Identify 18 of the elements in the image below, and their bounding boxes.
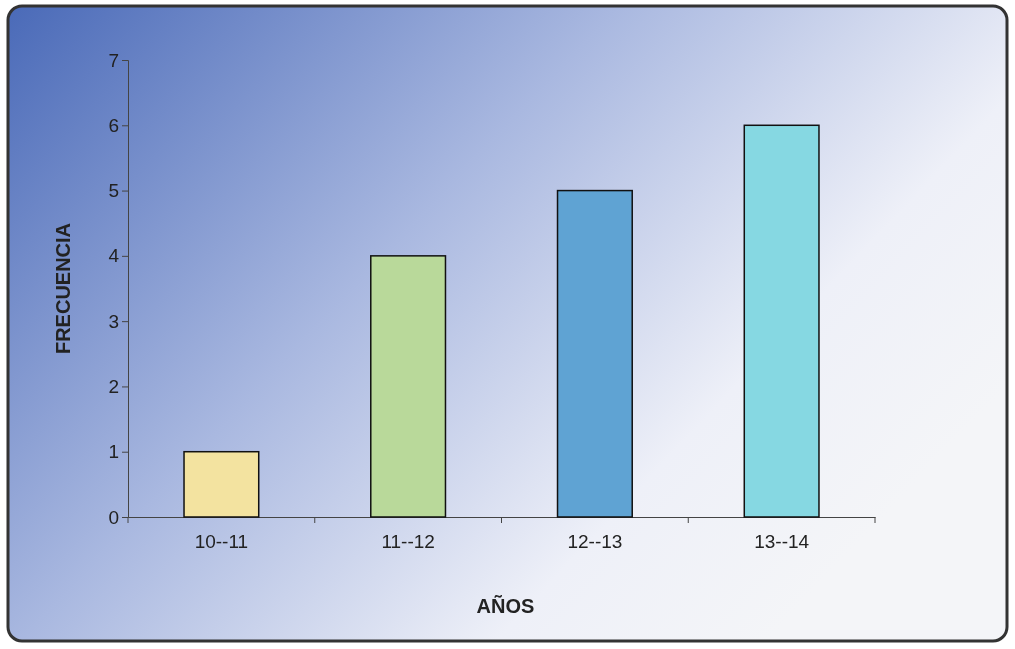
y-tick-label: 0 — [108, 506, 119, 528]
y-tick-label: 3 — [108, 310, 119, 332]
y-tick-label: 2 — [108, 376, 119, 398]
y-tick-label: 5 — [108, 180, 119, 202]
y-tick-label: 7 — [108, 49, 119, 71]
bar — [743, 124, 820, 518]
y-axis-title: FRECUENCIA — [52, 222, 74, 355]
y-tick-label: 1 — [108, 441, 119, 463]
bar — [370, 255, 447, 518]
bar — [183, 450, 260, 518]
x-tick-label: 12--13 — [567, 531, 623, 553]
x-tick-label: 10--11 — [194, 531, 249, 553]
x-axis-title: AÑOS — [476, 595, 535, 617]
y-tick-label: 6 — [108, 114, 119, 136]
y-tick-label: 4 — [108, 245, 120, 267]
bar — [556, 189, 633, 518]
x-tick-label: 11--12 — [381, 531, 435, 553]
x-tick-label: 13--14 — [754, 531, 810, 553]
